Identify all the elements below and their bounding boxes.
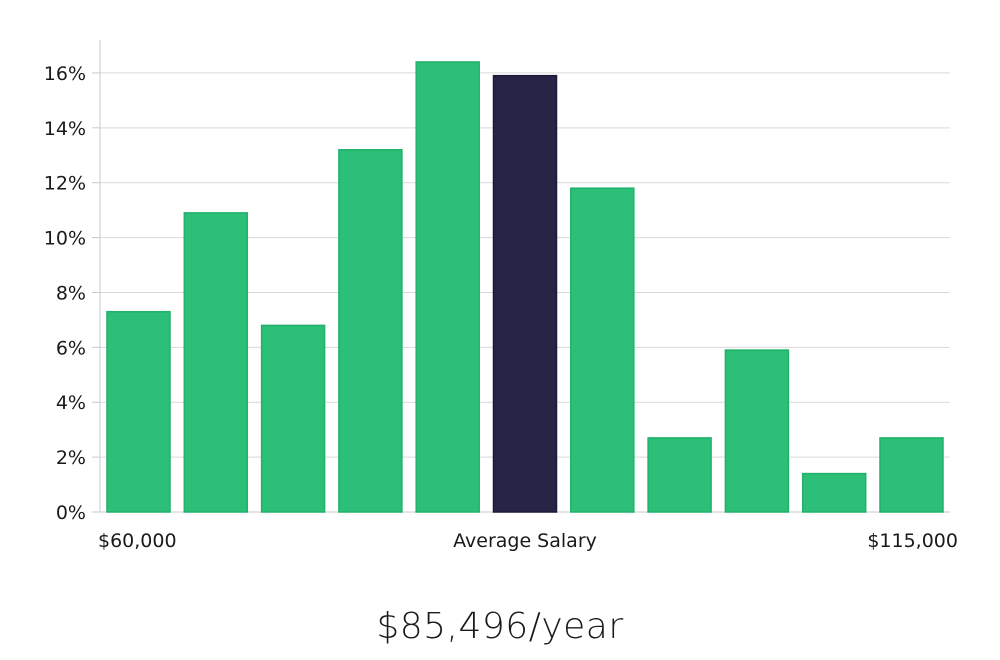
y-tick-label: 6%	[56, 337, 86, 359]
x-label-average: Average Salary	[453, 530, 597, 552]
bar	[183, 212, 249, 513]
y-tick-label: 10%	[44, 228, 86, 250]
y-tick-label: 12%	[44, 173, 86, 195]
y-tick-label: 4%	[56, 392, 86, 414]
y-tick-label: 16%	[44, 63, 86, 85]
bar	[801, 472, 867, 513]
bars	[106, 61, 944, 513]
bar	[879, 437, 944, 513]
y-tick-label: 8%	[56, 282, 86, 304]
y-tick-label: 0%	[56, 502, 86, 524]
bar	[415, 61, 480, 513]
average-salary-value: $85,496/year	[376, 606, 624, 647]
bar-average-salary	[492, 74, 558, 513]
x-label-max: $115,000	[867, 530, 958, 552]
bar	[647, 437, 712, 513]
x-label-min: $60,000	[98, 530, 177, 552]
y-tick-label: 2%	[56, 447, 86, 469]
bar	[570, 187, 635, 513]
y-tick-label: 14%	[44, 118, 86, 140]
salary-histogram-chart: 0% 2% 4% 6% 8% 10% 12% 14% 16% $60,000 Average S…	[44, 40, 958, 552]
bar	[260, 324, 326, 513]
bar	[338, 149, 403, 513]
bar	[106, 310, 171, 513]
y-axis-ticks: 0% 2% 4% 6% 8% 10% 12% 14% 16%	[44, 63, 100, 524]
bar	[724, 349, 790, 513]
